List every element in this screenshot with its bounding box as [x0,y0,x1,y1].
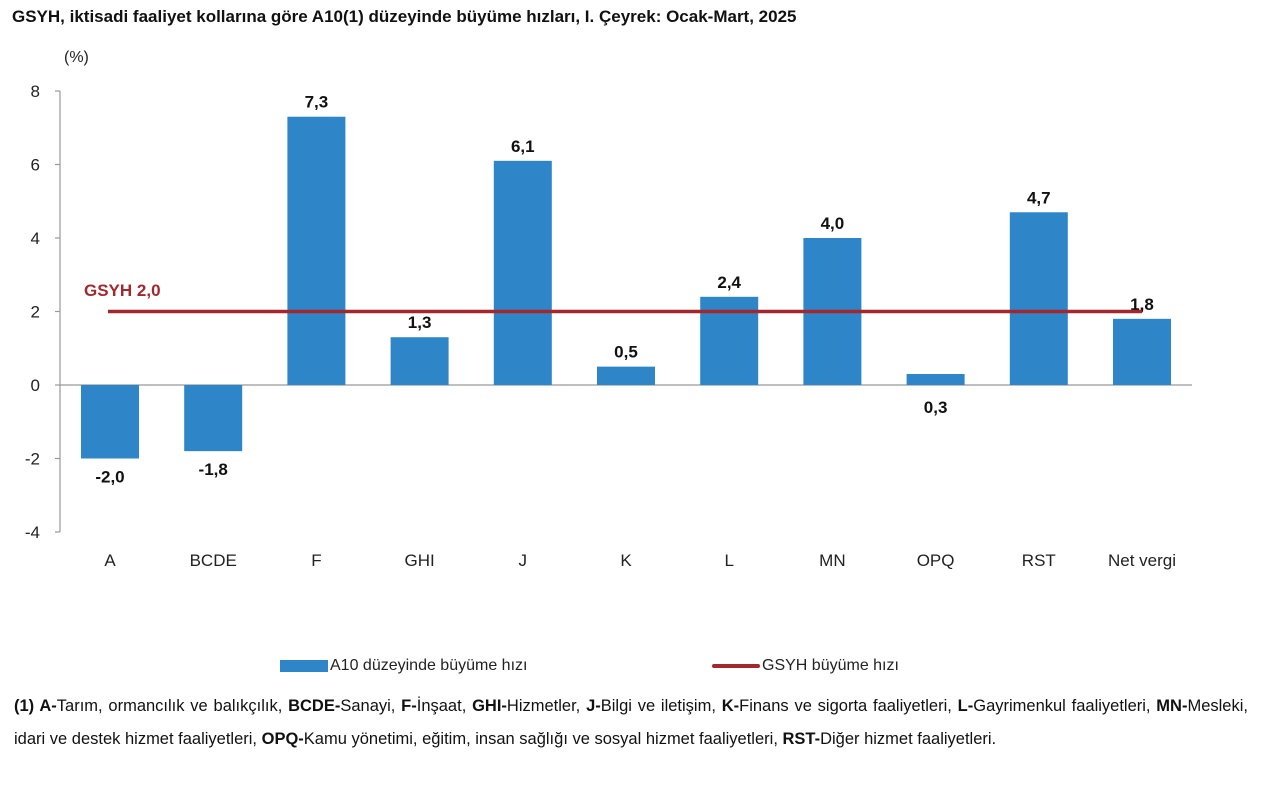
data-label: 4,7 [1027,188,1051,207]
legend-label-bars: A10 düzeyinde büyüme hızı [330,657,528,674]
footnote: (1) A-Tarım, ormancılık ve balıkçılık, B… [14,690,1248,756]
x-tick-label: K [620,551,632,570]
bar-k [597,366,655,385]
footnote-code: MN- [1156,697,1188,715]
footnote-text: Bilgi ve iletişim, [600,697,722,715]
data-label: 7,3 [305,93,329,112]
chart-title: GSYH, iktisadi faaliyet kollarına göre A… [12,7,797,26]
bar-j [493,160,552,385]
y-tick-label: 0 [31,376,40,395]
bar-bcde [184,385,243,452]
footnote-text: Diğer hizmet faaliyetleri. [820,730,997,748]
legend-swatch-line [712,664,760,668]
y-tick-label: 8 [31,82,40,101]
legend-item-bars: A10 düzeyinde büyüme hızı [280,657,527,675]
legend: A10 düzeyinde büyüme hızı GSYH büyüme hı… [0,657,1280,681]
x-tick-label: GHI [404,551,434,570]
x-tick-label: BCDE [190,551,237,570]
legend-swatch-bar [280,660,328,672]
bar-ghi [390,337,449,385]
footnote-code: GHI- [472,697,507,715]
data-label: 2,4 [717,273,741,292]
x-tick-label: L [724,551,733,570]
data-label: 1,8 [1130,295,1154,314]
x-tick-label: OPQ [917,551,955,570]
y-tick-label: -2 [25,450,40,469]
footnote-code: A- [39,697,57,715]
footnote-code: F- [401,697,417,715]
bar-a [81,385,139,459]
data-label: -2,0 [95,468,124,487]
data-label: 4,0 [821,214,845,233]
x-tick-label: F [311,551,321,570]
data-label: 0,5 [614,343,638,362]
footnote-text: Kamu yönetimi, eğitim, insan sağlığı ve … [303,730,783,748]
bar-chart: (%) -4 -2 0 2 4 6 8 -2,0 A -1,8 BCDE 7,3 F 1,3 GHI 6,1 J 0… [25,49,1192,570]
x-tick-label: A [104,551,116,570]
footnote-text: Sanayi, [340,697,402,715]
footnote-code: RST- [782,730,821,748]
footnote-text: Mesleki, idari ve destek hizmet faaliyet… [14,697,1248,748]
footnote-code: OPQ- [261,730,304,748]
footnote-code: L- [957,697,974,715]
legend-item-line: GSYH büyüme hızı [712,657,899,675]
footnote-text: Tarım, ormancılık ve balıkçılık, [56,697,289,715]
legend-label-line: GSYH büyüme hızı [762,657,899,674]
x-tick-label: J [519,551,528,570]
data-label: 0,3 [924,398,948,417]
bar-f [287,116,346,385]
x-tick-label: Net vergi [1108,551,1176,570]
data-label: -1,8 [199,460,228,479]
footnote-text: Gayrimenkul faaliyetleri, [973,697,1157,715]
data-label: 1,3 [408,313,432,332]
x-tick-label: MN [819,551,845,570]
data-label: 6,1 [511,137,535,156]
y-tick-label: 4 [31,229,40,248]
y-tick-label: 2 [31,303,40,322]
bar-net-vergi [1113,318,1171,385]
x-tick-label: RST [1022,551,1056,570]
bar-opq [906,373,965,385]
footnote-code: J- [586,697,601,715]
footnote-code: (1) [14,697,40,715]
bar-rst [1009,212,1068,385]
y-tick-label: 6 [31,156,40,175]
y-axis-label: (%) [64,49,89,66]
gsyh-annotation: GSYH 2,0 [84,281,161,300]
footnote-text: Hizmetler, [506,697,587,715]
footnote-code: K- [721,697,740,715]
footnote-text: Finans ve sigorta faaliyetleri, [739,697,958,715]
footnote-code: BCDE- [288,697,341,715]
footnote-text: İnşaat, [416,697,473,715]
y-tick-label: -4 [25,523,40,542]
